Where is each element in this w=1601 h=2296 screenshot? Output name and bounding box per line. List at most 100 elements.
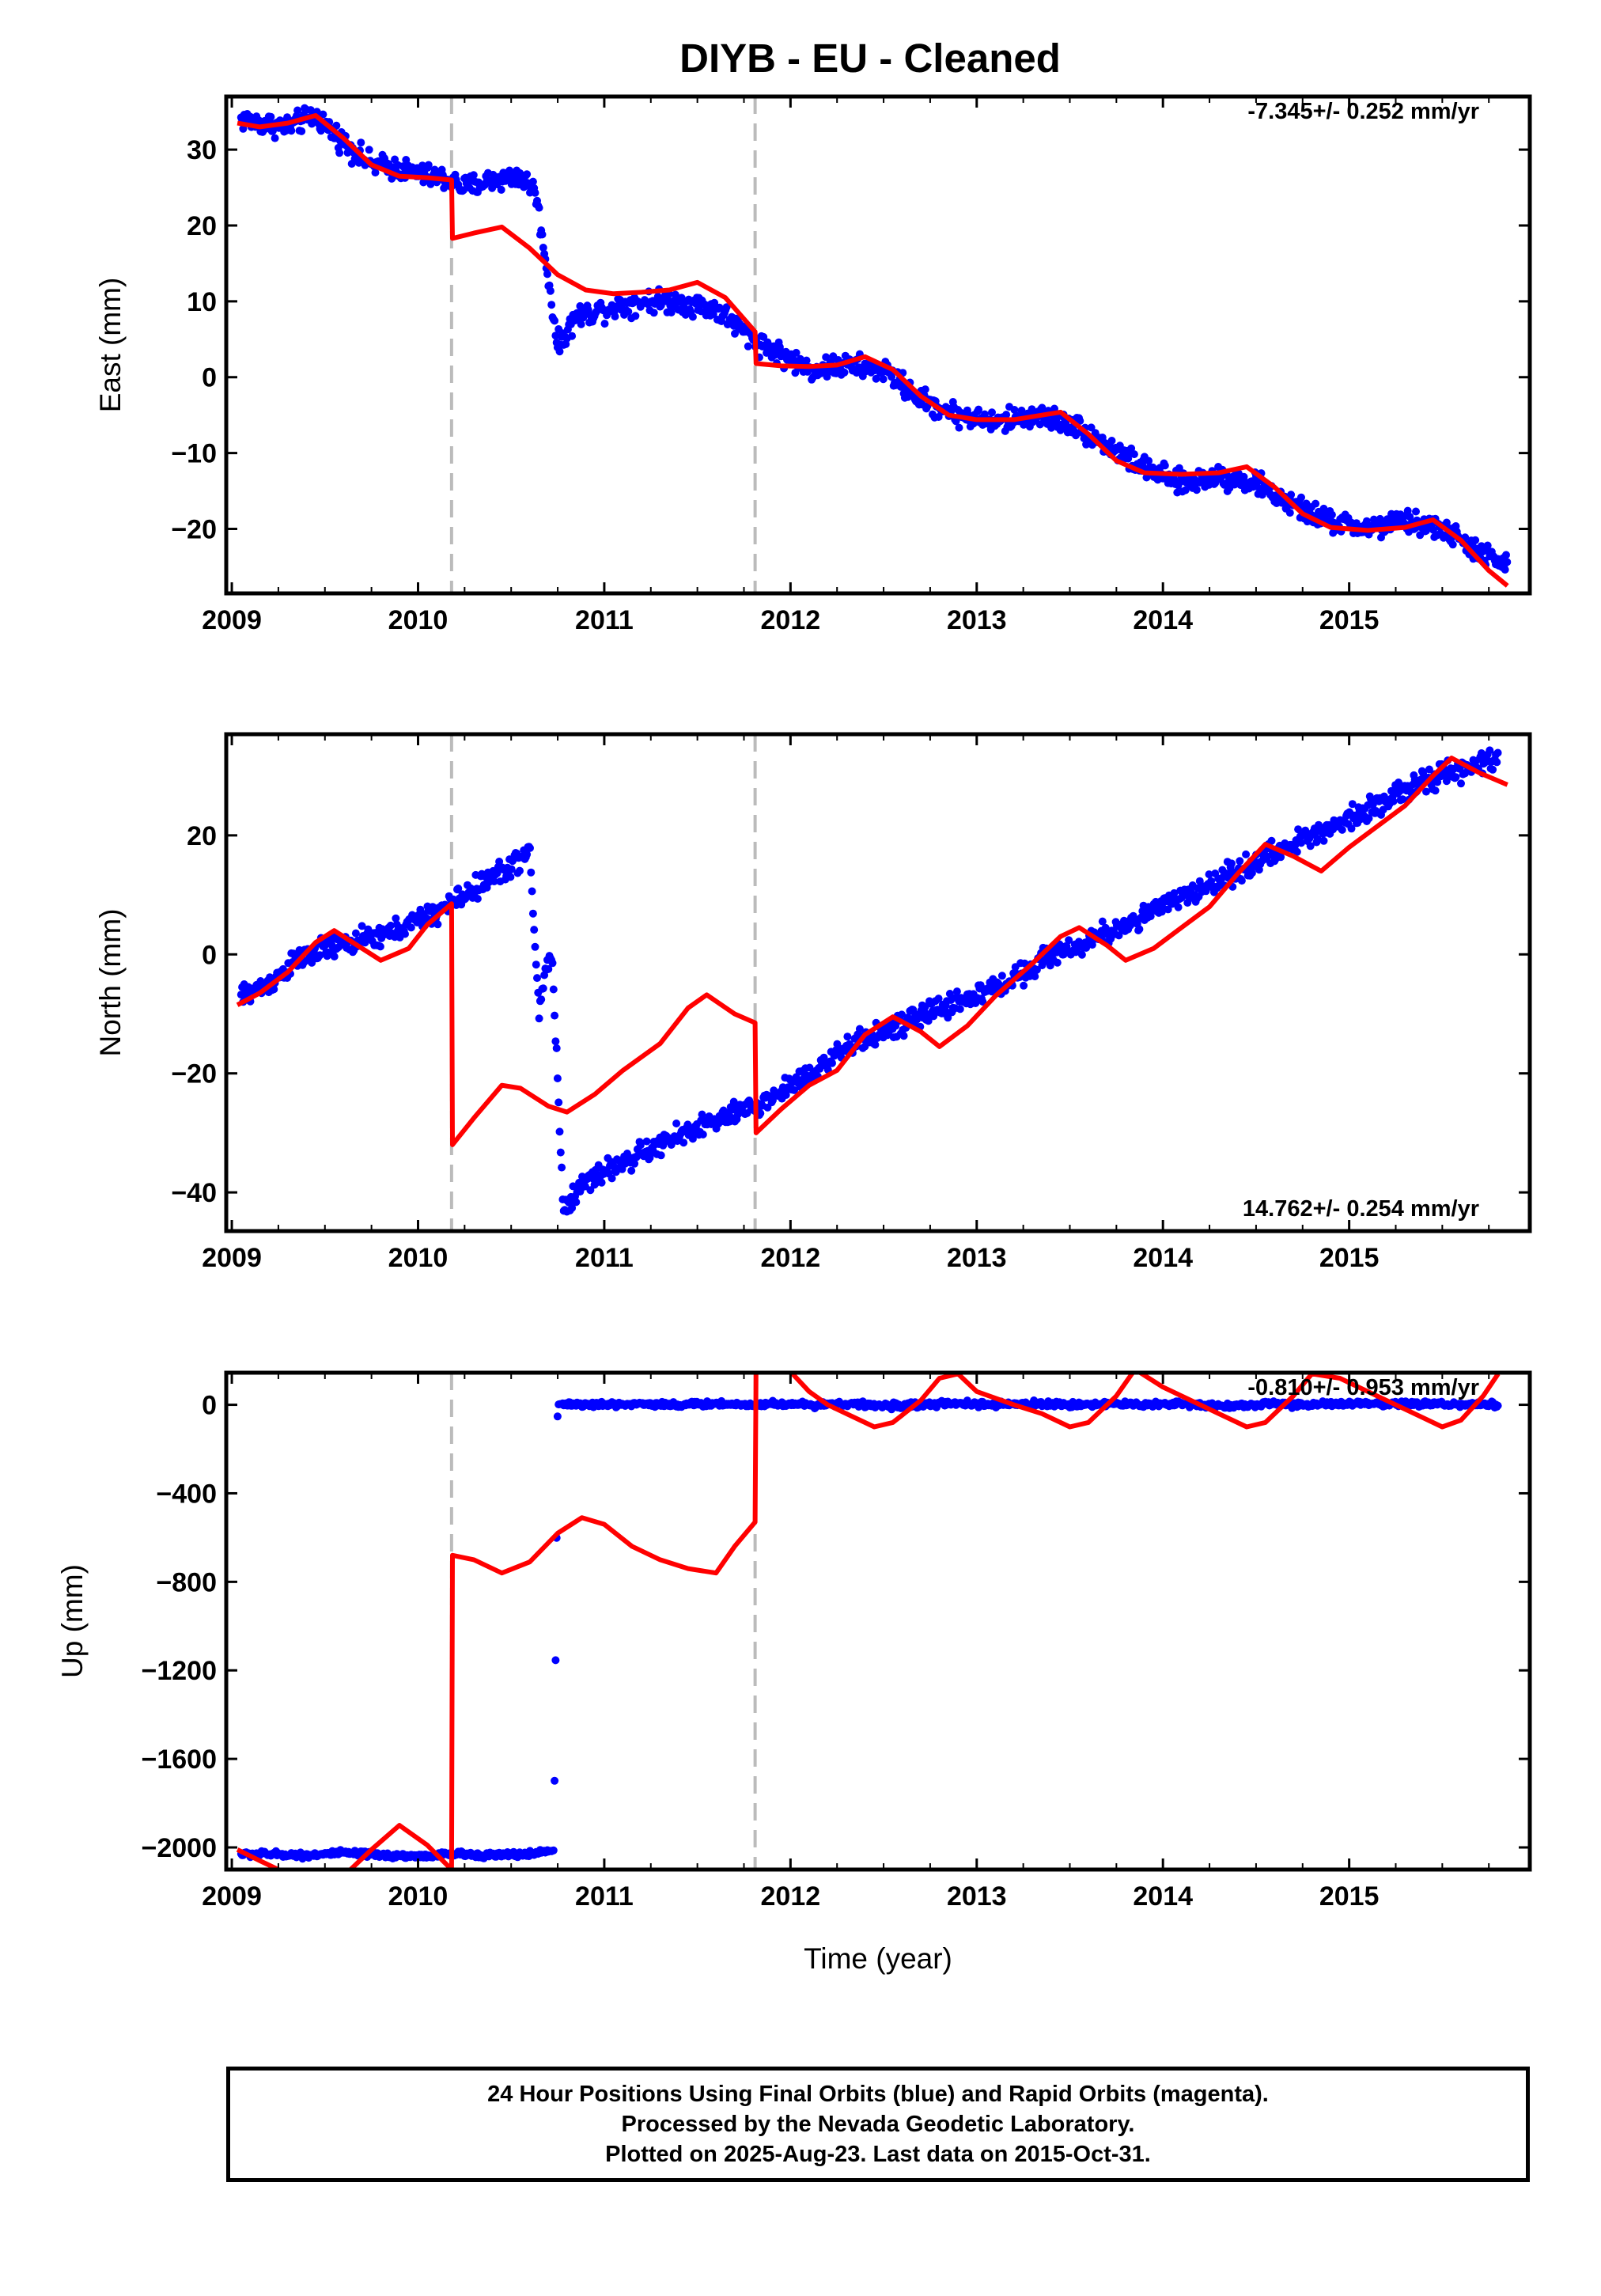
data-point: [1181, 486, 1190, 494]
y-tick-label: −400: [156, 1479, 217, 1509]
data-point: [527, 868, 536, 877]
data-point: [1170, 888, 1179, 897]
data-point: [386, 921, 395, 930]
x-tick-label: 2015: [1319, 1243, 1380, 1273]
data-point: [530, 926, 539, 934]
east-panel: 2009 2010 2011 2012 2013 2014 20153020100−10−2…: [94, 94, 1532, 635]
data-point: [1294, 825, 1303, 834]
data-point: [872, 374, 880, 383]
data-point: [392, 914, 400, 923]
data-point: [577, 320, 585, 328]
data-point: [1425, 765, 1433, 774]
rate-label: -7.345+/- 0.252 mm/yr: [1247, 99, 1479, 124]
data-point: [843, 1032, 852, 1041]
data-point: [952, 987, 961, 996]
data-point: [1293, 847, 1301, 856]
data-point: [533, 974, 541, 983]
x-tick-label: 2009: [202, 605, 262, 635]
data-point: [554, 1098, 563, 1107]
footer-box: 24 Hour Positions Using Final Orbits (bl…: [226, 2067, 1530, 2182]
data-point: [1002, 411, 1011, 419]
data-point: [308, 958, 316, 967]
data-point: [1077, 950, 1086, 959]
y-tick-label: 20: [187, 821, 217, 851]
x-tick-label: 2012: [761, 605, 821, 635]
x-tick-label: 2014: [1133, 1881, 1193, 1911]
data-point: [715, 303, 724, 312]
data-point: [1192, 486, 1201, 494]
data-point: [624, 307, 633, 316]
data-point: [1493, 1401, 1502, 1410]
up-panel: 2009 2010 2011 2012 2013 2014 2015 0 −400 −800 −12…: [56, 1370, 1532, 1975]
data-point: [556, 1148, 565, 1157]
data-point: [792, 348, 800, 357]
data-point: [526, 843, 534, 852]
x-tick-label: 2011: [575, 605, 634, 635]
data-point: [351, 929, 360, 938]
data-point: [293, 106, 302, 115]
y-tick-label: 0: [202, 940, 217, 970]
data-point: [358, 922, 366, 930]
data-point: [1422, 787, 1430, 796]
data-point: [454, 885, 463, 892]
y-tick-label: −40: [171, 1178, 217, 1208]
data-point: [790, 1085, 799, 1094]
data-point: [1124, 454, 1133, 463]
x-tick-label: 2014: [1133, 1243, 1193, 1273]
data-point: [1503, 558, 1512, 566]
data-point: [1471, 536, 1480, 544]
x-tick-label: 2010: [388, 605, 449, 635]
data-point: [551, 1037, 560, 1046]
data-point: [365, 146, 373, 154]
data-point: [532, 960, 540, 969]
data-point: [287, 127, 296, 135]
data-point: [407, 923, 415, 932]
data-point: [975, 405, 983, 414]
x-tick-label: 2009: [202, 1243, 262, 1273]
data-point: [1311, 499, 1320, 508]
data-point: [1306, 842, 1315, 851]
data-point: [1347, 824, 1356, 833]
data-point: [945, 990, 954, 998]
data-point: [729, 1097, 738, 1106]
data-point: [600, 320, 609, 328]
data-point: [1135, 925, 1144, 934]
data-point: [924, 1017, 933, 1025]
data-point: [433, 920, 442, 929]
data-point: [267, 112, 275, 121]
data-point: [516, 866, 524, 875]
data-point: [709, 310, 717, 318]
data-point: [1164, 905, 1172, 914]
data-point: [332, 121, 341, 130]
data-point: [1038, 404, 1047, 412]
data-point: [1130, 450, 1138, 459]
data-point: [551, 332, 560, 340]
y-axis-title: North (mm): [94, 908, 127, 1056]
y-tick-label: −1200: [142, 1656, 218, 1686]
x-tick-label: 2012: [761, 1881, 821, 1911]
data-point: [1145, 457, 1153, 465]
data-point: [642, 1137, 651, 1146]
footer-line: Plotted on 2025-Aug-23. Last data on 201…: [605, 2142, 1151, 2167]
data-point: [543, 270, 551, 278]
data-point: [544, 964, 553, 973]
data-point: [988, 408, 996, 417]
data-point: [1419, 769, 1428, 778]
data-point: [552, 1044, 561, 1052]
data-point: [1205, 870, 1213, 879]
data-point: [636, 1141, 645, 1150]
y-tick-label: −20: [171, 1059, 217, 1089]
y-tick-label: 10: [187, 287, 217, 317]
data-point: [855, 1025, 864, 1033]
data-point: [840, 368, 849, 377]
data-point: [1285, 509, 1294, 517]
data-point: [572, 1198, 581, 1207]
data-point: [1297, 839, 1305, 847]
data-point: [1431, 786, 1440, 795]
data-point: [539, 244, 547, 252]
rate-label: 14.762+/- 0.254 mm/yr: [1243, 1196, 1479, 1222]
data-point: [1319, 836, 1328, 845]
data-point: [1032, 965, 1041, 974]
data-point: [1442, 777, 1451, 786]
data-point: [1483, 541, 1492, 550]
